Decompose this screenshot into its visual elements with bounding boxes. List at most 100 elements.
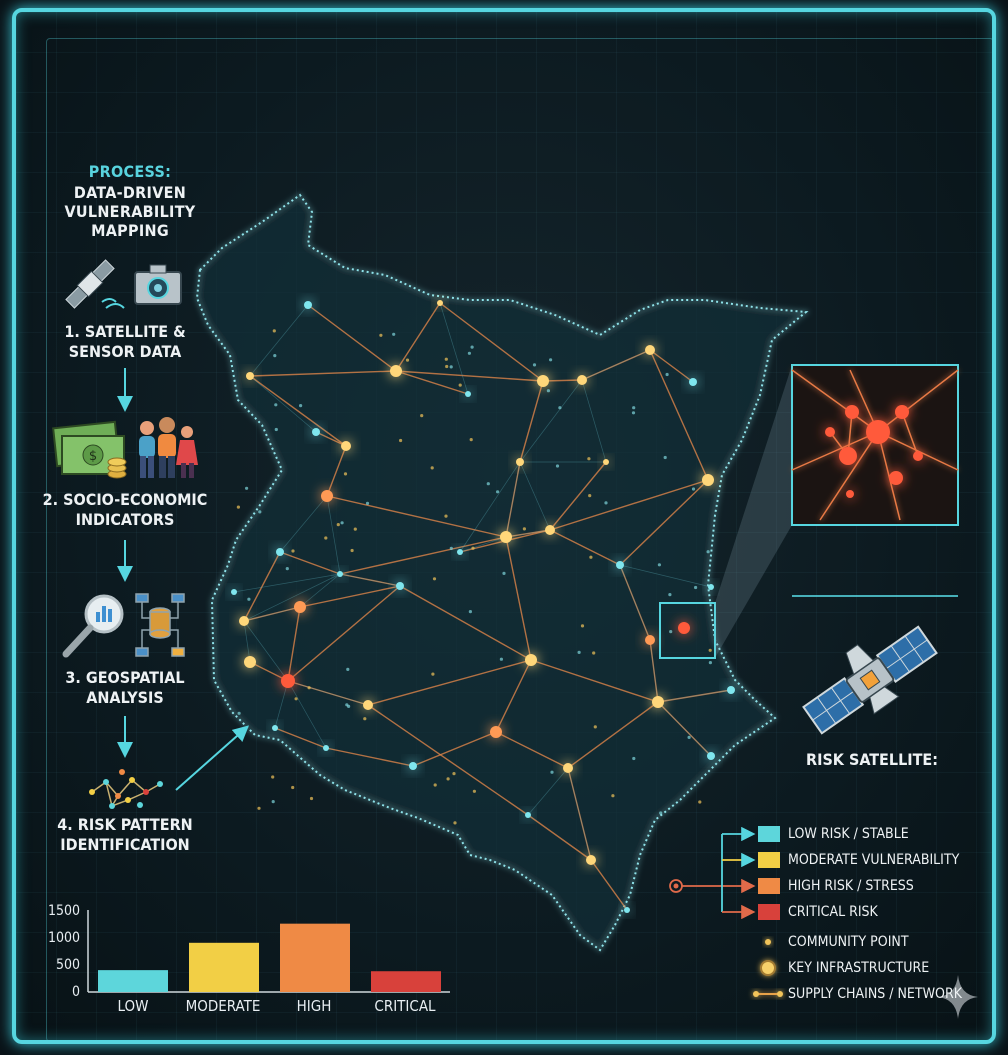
map-node-low[interactable]	[304, 301, 312, 309]
network-link-faint	[279, 495, 328, 553]
map-node-high[interactable]	[321, 490, 333, 502]
community-point	[588, 494, 592, 498]
map-node-moderate[interactable]	[239, 616, 249, 626]
community-point	[444, 357, 448, 361]
network-link	[649, 349, 709, 481]
map-node-moderate[interactable]	[702, 474, 714, 486]
map-node-high[interactable]	[645, 635, 655, 645]
network-link	[619, 564, 651, 641]
people-icon	[139, 417, 198, 478]
map-node-low[interactable]	[727, 686, 735, 694]
map-node-moderate[interactable]	[363, 700, 373, 710]
network-link-faint	[567, 767, 592, 861]
map-node-low[interactable]	[231, 589, 237, 595]
map-node-low[interactable]	[624, 907, 630, 913]
community-point	[611, 794, 615, 798]
map-node-moderate[interactable]	[563, 763, 573, 773]
network-link	[549, 461, 607, 531]
network-link	[395, 370, 544, 382]
community-point	[499, 657, 503, 661]
map-node-moderate[interactable]	[390, 365, 402, 377]
network-link	[326, 445, 347, 497]
step-socio-economic: 2. SOCIO-ECONOMIC INDICATORS	[15, 490, 235, 530]
database-flow-icon	[135, 593, 185, 657]
community-point	[587, 457, 591, 461]
map-node-moderate[interactable]	[246, 372, 254, 380]
network-link	[619, 479, 709, 566]
network-link-faint	[505, 461, 521, 538]
network-link-faint	[519, 461, 551, 531]
map-node-moderate[interactable]	[645, 345, 655, 355]
network-link-faint	[657, 689, 732, 703]
critical-zone-highlight[interactable]	[659, 602, 716, 659]
community-point	[307, 686, 311, 690]
network-link	[339, 536, 507, 575]
network-link-faint	[274, 680, 289, 729]
network-link	[339, 573, 401, 587]
network-link-faint	[657, 701, 712, 757]
map-node-low[interactable]	[396, 582, 404, 590]
map-node-moderate[interactable]	[437, 300, 443, 306]
community-point	[663, 455, 667, 460]
network-link	[581, 349, 651, 381]
map-node-moderate[interactable]	[545, 525, 555, 535]
community-point	[405, 358, 410, 362]
map-node-low[interactable]	[337, 571, 343, 577]
community-point	[392, 332, 396, 336]
map-node-moderate[interactable]	[341, 441, 351, 451]
community-point	[558, 406, 562, 410]
community-point	[294, 697, 298, 701]
map-node-low[interactable]	[616, 561, 624, 569]
map-node-low[interactable]	[457, 549, 463, 555]
risk-bar-chart	[87, 910, 450, 993]
map-node-low[interactable]	[272, 725, 278, 731]
map-node-moderate[interactable]	[500, 531, 512, 543]
map-node-high[interactable]	[490, 726, 502, 738]
network-link	[243, 606, 301, 622]
network-link-faint	[459, 461, 521, 553]
community-point-icon	[765, 939, 771, 945]
community-point	[522, 527, 527, 531]
network-link	[530, 659, 659, 703]
network-link	[657, 701, 712, 757]
map-node-low[interactable]	[323, 745, 329, 751]
map-node-low[interactable]	[276, 548, 284, 556]
community-point	[589, 555, 593, 559]
community-point	[446, 777, 450, 781]
map-node-moderate[interactable]	[586, 855, 596, 865]
critical-node[interactable]	[678, 622, 690, 634]
map-node-low[interactable]	[465, 391, 471, 397]
community-point	[237, 711, 241, 715]
map-node-moderate[interactable]	[244, 656, 256, 668]
map-node-low[interactable]	[409, 762, 417, 770]
network-link	[505, 536, 532, 661]
community-point	[467, 351, 471, 355]
map-node-moderate[interactable]	[577, 375, 587, 385]
map-node-moderate[interactable]	[516, 458, 524, 466]
map-node-low[interactable]	[689, 378, 697, 386]
network-link	[399, 585, 532, 661]
community-point	[343, 472, 348, 476]
map-node-high[interactable]	[294, 601, 306, 613]
community-point	[399, 438, 403, 443]
inset-nodes	[825, 405, 923, 498]
y-tick-label: 1000	[47, 930, 80, 946]
map-node-moderate[interactable]	[603, 459, 609, 465]
community-point	[452, 772, 456, 776]
map-node-low[interactable]	[707, 752, 715, 760]
map-node-low[interactable]	[312, 428, 320, 436]
map-node-low[interactable]	[525, 812, 531, 818]
bar-high	[280, 923, 350, 992]
map-node-moderate[interactable]	[525, 654, 537, 666]
x-category-label: MODERATE	[185, 997, 261, 1015]
bar-moderate	[189, 942, 259, 992]
network-link-faint	[505, 529, 551, 538]
community-point	[470, 345, 474, 349]
map-node-low[interactable]	[708, 584, 714, 590]
map-node-critical[interactable]	[281, 674, 295, 688]
map-node-moderate[interactable]	[652, 696, 664, 708]
network-link	[299, 585, 401, 608]
map-node-moderate[interactable]	[537, 375, 549, 387]
process-subtitle-line: DATA-DRIVEN	[73, 183, 187, 202]
network-link	[287, 606, 301, 682]
